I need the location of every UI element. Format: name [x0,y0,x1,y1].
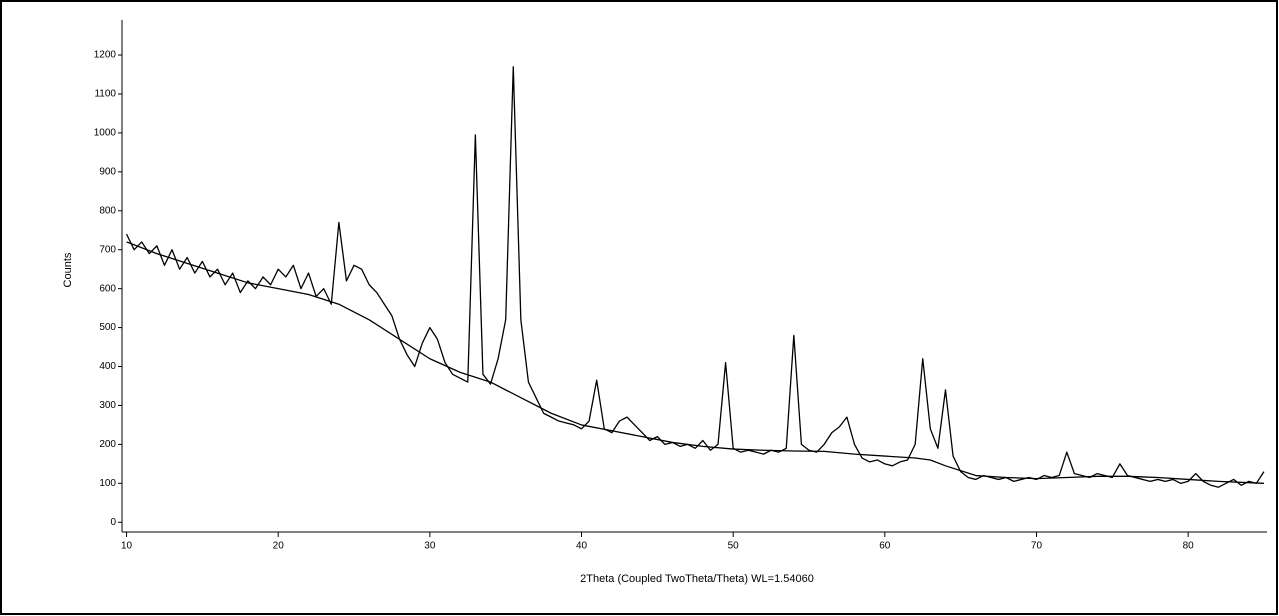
y-tick-label: 800 [99,205,116,216]
series-line [126,241,1264,484]
y-axis-label: Counts [62,252,74,287]
y-tick-label: 0 [110,517,116,528]
x-tick-label: 20 [273,541,285,552]
x-tick-label: 40 [576,541,588,552]
x-tick-label: 30 [424,541,436,552]
x-axis-label: 2Theta (Coupled TwoTheta/Theta) WL=1.540… [580,573,814,585]
y-tick-label: 700 [99,244,116,255]
y-tick-label: 900 [99,166,116,177]
y-tick-label: 200 [99,439,116,450]
x-tick-label: 80 [1183,541,1195,552]
y-tick-label: 600 [99,283,116,294]
y-tick-label: 100 [99,478,116,489]
x-tick-label: 10 [121,541,133,552]
y-tick-label: 1000 [94,128,117,139]
y-tick-label: 400 [99,361,116,372]
y-tick-label: 1200 [94,50,117,61]
y-tick-label: 500 [99,322,116,333]
x-tick-label: 60 [879,541,891,552]
y-tick-label: 300 [99,400,116,411]
x-tick-label: 70 [1031,541,1043,552]
x-tick-label: 50 [728,541,740,552]
y-tick-label: 1100 [94,89,116,100]
